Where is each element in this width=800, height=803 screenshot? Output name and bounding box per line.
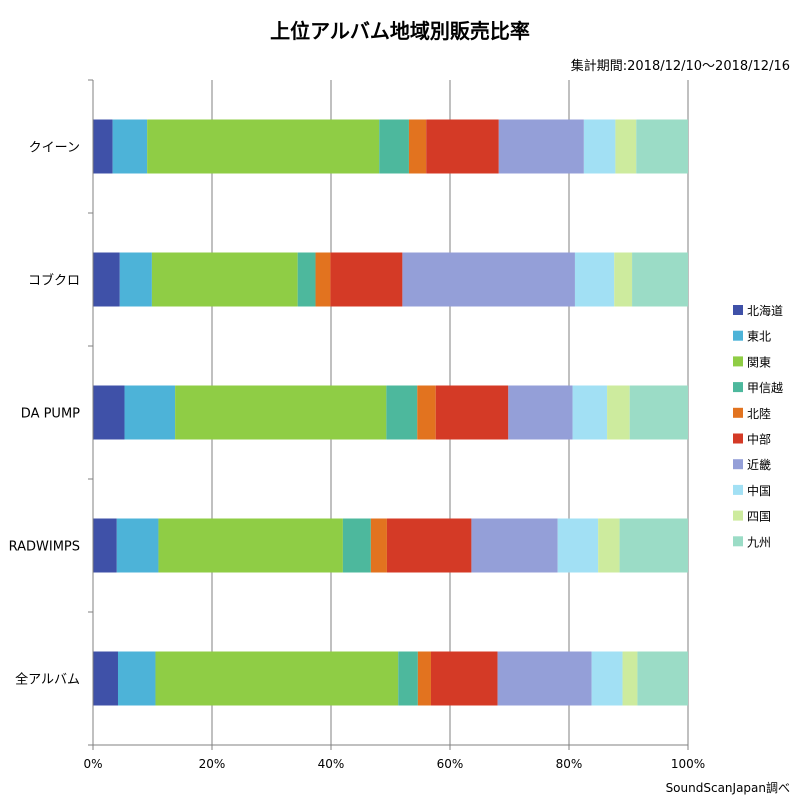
chart-title: 上位アルバム地域別販売比率 <box>270 19 530 43</box>
x-tick-label: 20% <box>199 757 226 771</box>
legend-label: 九州 <box>747 535 771 549</box>
legend-swatch <box>733 484 743 495</box>
bar-segment <box>398 651 418 706</box>
bar-segment <box>155 651 399 706</box>
x-tick-label: 60% <box>437 757 464 771</box>
bar-segment <box>615 119 637 174</box>
legend-swatch <box>733 433 743 444</box>
legend-swatch <box>733 536 743 547</box>
x-tick-label: 100% <box>671 757 705 771</box>
legend-label: 甲信越 <box>747 381 783 395</box>
bar-segment <box>112 119 148 174</box>
legend-swatch <box>733 382 743 393</box>
bar-segment <box>636 119 688 174</box>
bar-segment <box>93 518 117 573</box>
bar-segment <box>497 651 592 706</box>
legend-label: 関東 <box>747 355 771 369</box>
bar-segment <box>151 252 298 307</box>
legend-label: 北海道 <box>747 303 783 318</box>
bar-segment <box>93 252 120 307</box>
legend-label: 北陸 <box>747 407 771 421</box>
bar-segment <box>583 119 616 174</box>
bar-segment <box>158 518 343 573</box>
bar-segment <box>386 518 472 573</box>
legend-swatch <box>733 356 743 367</box>
category-label: 全アルバム <box>15 672 80 688</box>
legend-swatch <box>733 305 743 315</box>
category-label: コブクロ <box>28 273 80 289</box>
bar-segment <box>370 518 387 573</box>
category-label: クイーン <box>29 141 80 156</box>
bar-segment <box>632 252 688 307</box>
bar-segment <box>402 252 575 307</box>
legend-label: 四国 <box>747 510 771 524</box>
bar-segment <box>607 385 630 440</box>
legend-label: 東北 <box>747 330 771 344</box>
bar-segment <box>498 119 584 174</box>
bar-segment <box>430 651 498 706</box>
bar-segment <box>629 385 688 440</box>
bar-segment <box>117 651 156 706</box>
bar-segment <box>93 385 125 440</box>
category-label: DA PUMP <box>21 407 80 422</box>
bar-segment <box>119 252 152 307</box>
legend-swatch <box>733 407 743 418</box>
bar-segment <box>591 651 623 706</box>
chart-source: SoundScanJapan調べ <box>666 781 790 795</box>
bar-segment <box>297 252 316 307</box>
legend-label: 中部 <box>747 432 771 447</box>
category-label: RADWIMPS <box>9 540 80 555</box>
bar-segment <box>408 119 427 174</box>
legend-swatch <box>733 459 743 470</box>
bar-segment <box>330 252 403 307</box>
legend-label: 近畿 <box>747 458 771 472</box>
bar-segment <box>557 518 599 573</box>
bars <box>93 119 688 706</box>
bar-segment <box>574 252 615 307</box>
bar-segment <box>598 518 620 573</box>
bar-segment <box>175 385 387 440</box>
x-tick-label: 40% <box>318 757 345 771</box>
legend-swatch <box>733 330 743 341</box>
legend-label: 中国 <box>747 483 771 498</box>
x-tick-label: 80% <box>556 757 583 771</box>
bar-segment <box>508 385 573 440</box>
bar-segment <box>637 651 688 706</box>
bar-segment <box>315 252 331 307</box>
chart-period: 集計期間:2018/12/10～2018/12/16 <box>571 58 790 74</box>
bar-segment <box>417 385 436 440</box>
bar-segment <box>471 518 558 573</box>
bar-segment <box>572 385 608 440</box>
bar-segment <box>622 651 638 706</box>
bar-segment <box>614 252 633 307</box>
bar-segment <box>124 385 176 440</box>
bar-segment <box>435 385 509 440</box>
legend-swatch <box>733 510 743 521</box>
x-tick-label: 0% <box>83 757 102 771</box>
bar-segment <box>417 651 431 706</box>
bar-segment <box>93 119 113 174</box>
bar-segment <box>93 651 118 706</box>
bar-segment <box>147 119 380 174</box>
bar-segment <box>426 119 499 174</box>
bar-segment <box>386 385 418 440</box>
bar-segment <box>116 518 159 573</box>
bar-segment <box>342 518 371 573</box>
bar-segment <box>619 518 688 573</box>
bar-segment <box>379 119 409 174</box>
